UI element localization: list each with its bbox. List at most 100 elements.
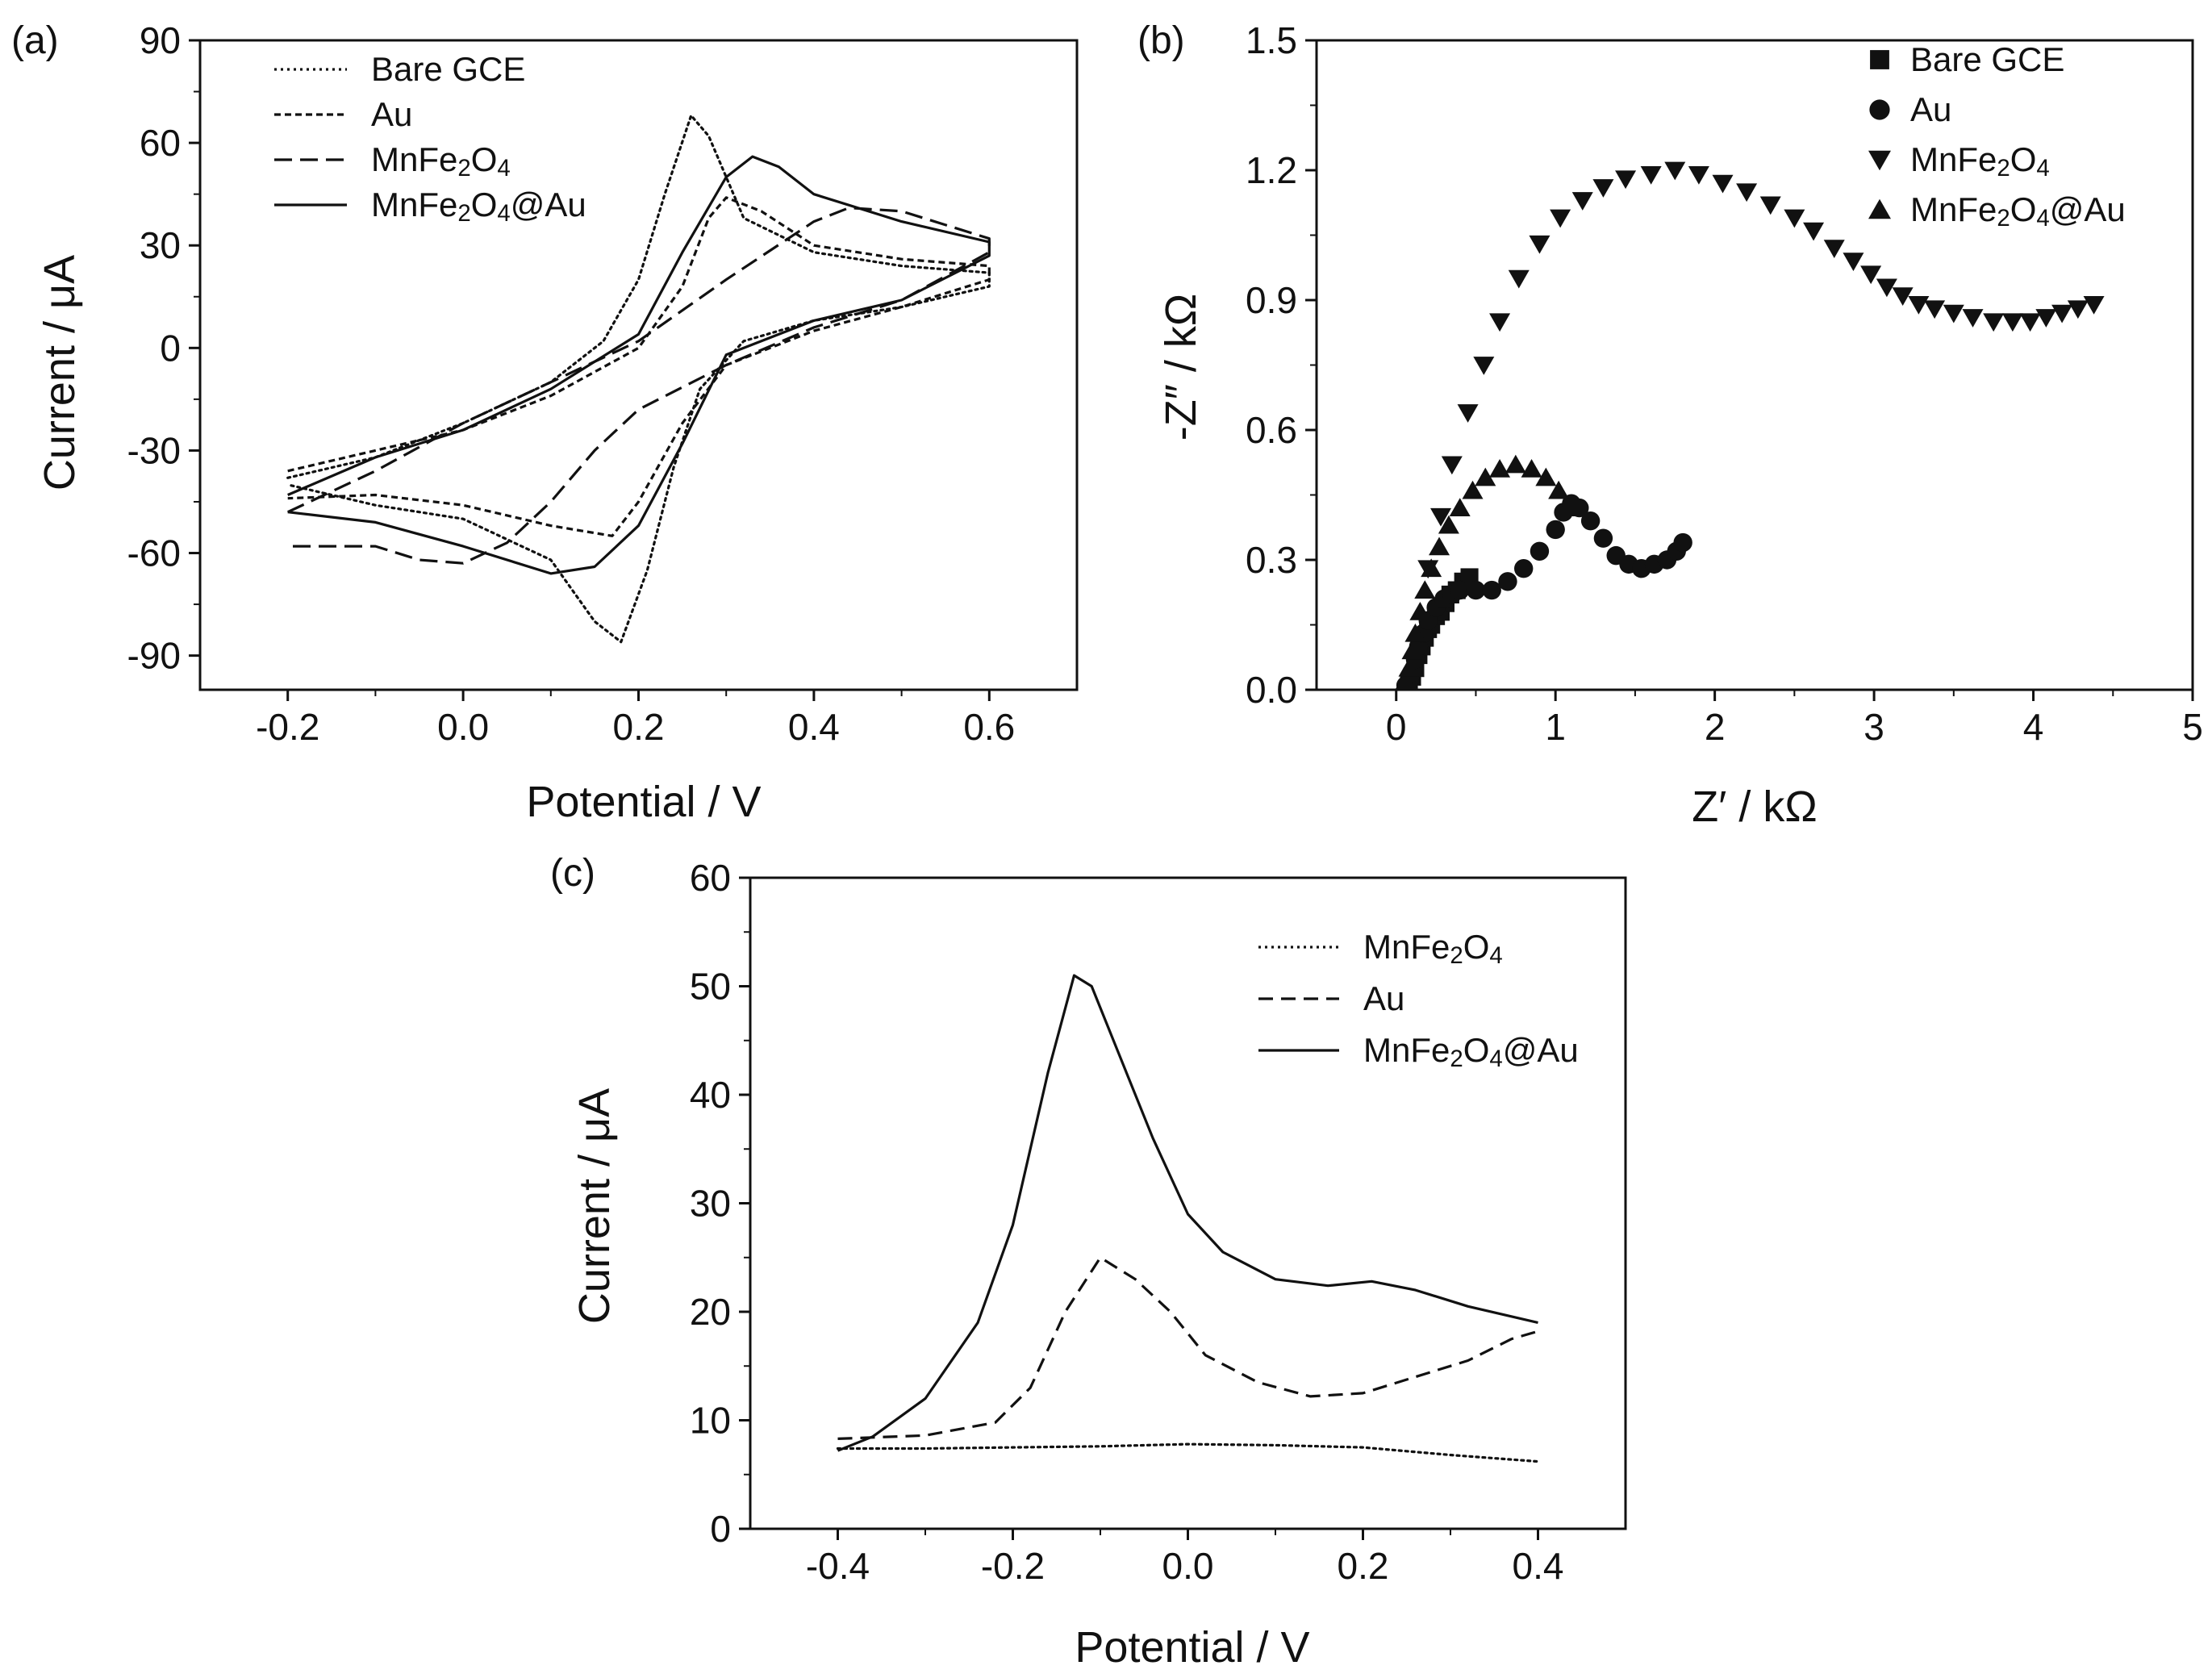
series-mnfe2o4-at-au-point <box>1505 454 1526 474</box>
x-tick-label: 0 <box>1386 706 1407 748</box>
series-mnfe2o4-at-au-point <box>1401 641 1423 660</box>
series-mnfe2o4-point <box>1688 165 1709 185</box>
legend-marker-au <box>1869 99 1890 120</box>
series-mnfe2o4-at-au-point <box>1462 480 1484 499</box>
series-mnfe2o4-at-au-point <box>1421 558 1442 578</box>
series-mnfe2o4-point <box>1943 304 1964 324</box>
series-au-point <box>1530 541 1550 561</box>
y-tick-label: 40 <box>690 1074 731 1116</box>
legend-marker-mnfe2o4-at-au <box>1868 198 1891 219</box>
series-mnfe2o4-point <box>1803 222 1825 241</box>
legend-label-mnfe2o4: MnFe2O4 <box>1910 140 2050 182</box>
series-mnfe2o4-point <box>1924 300 1946 319</box>
x-tick-label: 2 <box>1705 706 1726 748</box>
legend-label-mnfe2o4-at-au: MnFe2O4@Au <box>1363 1031 1579 1072</box>
series-mnfe2o4-point <box>1457 404 1479 423</box>
y-tick-label: 10 <box>690 1400 731 1442</box>
panel-b-nyquist-plot: (b) 0 1 2 3 4 5 0.0 0.3 0.6 0.9 1.2 1.5 Bare GCE Au Mn… <box>1137 19 2203 831</box>
legend-entry-bare-gce: Bare GCE <box>1870 40 2064 78</box>
y-tick-label: 30 <box>690 1183 731 1225</box>
series-mnfe2o4-point <box>1983 313 2005 332</box>
legend-label-mnfe2o4: MnFe2O4 <box>1363 928 1503 969</box>
series-mnfe2o4-at-au-point <box>1489 458 1511 478</box>
series-mnfe2o4-at-au-point <box>1409 602 1431 620</box>
legend-entry-mnfe2o4: MnFe2O4 <box>1868 140 2050 182</box>
legend-label-bare-gce: Bare GCE <box>1910 40 2064 78</box>
series-mnfe2o4-point <box>1550 209 1571 228</box>
x-tick-label: 0.0 <box>437 706 489 748</box>
series-mnfe2o4-point <box>1529 235 1550 254</box>
x-tick-label: -0.2 <box>981 1545 1045 1587</box>
panel-b-x-axis-title: Z′ / kΩ <box>1692 783 1818 831</box>
legend-label-au: Au <box>1910 90 1951 128</box>
x-tick-label: 0.4 <box>1513 1545 1564 1587</box>
legend-label-au: Au <box>371 95 412 133</box>
x-tick-label: -0.2 <box>256 706 319 748</box>
panel-a-x-axis-title: Potential / V <box>526 778 761 826</box>
series-mnfe2o4-point <box>1473 357 1495 375</box>
series-mnfe2o4-point <box>1784 209 1805 228</box>
legend-label-mnfe2o4: MnFe2O4 <box>371 140 511 182</box>
panel-c-dpv-curves: (c) -0.4 -0.2 0.0 0.2 0.4 0 10 20 30 40 50 60 MnFe2O… <box>550 852 1627 1672</box>
panel-b-label: (b) <box>1137 19 1185 62</box>
series-mnfe2o4-point <box>2051 304 2073 324</box>
series-mnfe2o4-point <box>1592 179 1614 198</box>
series-au-point <box>1513 559 1534 578</box>
legend-entry-mnfe2o4-at-au: MnFe2O4@Au <box>1868 190 2126 232</box>
legend-entry-mnfe2o4: MnFe2O4 <box>1258 928 1503 969</box>
series-mnfe2o4-line <box>287 207 991 565</box>
legend-label-bare-gce: Bare GCE <box>371 50 525 88</box>
series-mnfe2o4-at-au-line <box>287 155 991 575</box>
panel-c-series-group <box>836 974 1540 1463</box>
y-tick-label: 1.2 <box>1246 149 1297 191</box>
panel-b-series-group <box>1395 161 2105 690</box>
series-mnfe2o4-point <box>2035 309 2057 328</box>
legend-label-mnfe2o4-at-au: MnFe2O4@Au <box>1910 190 2126 232</box>
x-tick-label: -0.4 <box>806 1545 870 1587</box>
series-mnfe2o4-point <box>2083 295 2105 315</box>
panel-b-plot-area: 0 1 2 3 4 5 0.0 0.3 0.6 0.9 1.2 1.5 Bare GCE Au MnFe2O… <box>1246 19 2203 748</box>
series-mnfe2o4-at-au-point <box>1548 480 1570 499</box>
panel-c-plot-area: -0.4 -0.2 0.0 0.2 0.4 0 10 20 30 40 50 60 MnFe2O4 Au M… <box>690 857 1627 1587</box>
series-mnfe2o4-at-au-point <box>1404 623 1426 642</box>
legend-marker-mnfe2o4 <box>1868 150 1891 171</box>
y-tick-label: 0 <box>160 327 181 369</box>
y-tick-label: 0 <box>710 1508 731 1550</box>
series-mnfe2o4-at-au-point <box>1535 467 1557 486</box>
x-tick-label: 5 <box>2182 706 2203 748</box>
legend-entry-mnfe2o4-at-au: MnFe2O4@Au <box>1258 1031 1579 1072</box>
series-mnfe2o4-point <box>1640 165 1662 185</box>
series-mnfe2o4-at-au-point <box>1449 498 1471 516</box>
y-tick-label: 90 <box>140 19 181 61</box>
y-tick-label: 0.0 <box>1246 669 1297 711</box>
series-mnfe2o4-at-au-point <box>1398 657 1420 677</box>
series-mnfe2o4-point <box>1712 174 1734 194</box>
series-mnfe2o4-point <box>1489 313 1511 332</box>
y-tick-label: 50 <box>690 966 731 1008</box>
y-tick-label: -60 <box>127 532 181 574</box>
series-mnfe2o4-point <box>1571 192 1593 211</box>
y-tick-label: 1.5 <box>1246 19 1297 61</box>
x-tick-label: 0.2 <box>613 706 665 748</box>
y-tick-label: 30 <box>140 224 181 266</box>
series-mnfe2o4-at-au-point <box>1429 536 1450 556</box>
series-mnfe2o4-at-au-point <box>1557 498 1579 516</box>
legend-entry-au: Au <box>1869 90 1951 128</box>
series-mnfe2o4-point <box>1908 295 1930 315</box>
series-mnfe2o4-point <box>1962 309 1984 328</box>
series-mnfe2o4-point <box>1736 183 1758 202</box>
series-au-point <box>1466 580 1486 600</box>
series-mnfe2o4-point <box>2067 300 2089 319</box>
series-mnfe2o4-at-au-point <box>1438 515 1459 534</box>
series-mnfe2o4-point <box>2019 313 2041 332</box>
panel-a-cyclic-voltammetry: (a) -0.2 0.0 0.2 0.4 0.6 -90 -60 -30 0 30 60 90 Bare… <box>11 19 1079 826</box>
panel-a-y-axis-title: Current / μA <box>35 255 84 491</box>
y-tick-label: 0.3 <box>1246 539 1297 581</box>
x-tick-label: 4 <box>2023 706 2044 748</box>
panel-c-label: (c) <box>550 852 595 895</box>
x-tick-label: 0.0 <box>1162 1545 1214 1587</box>
y-tick-label: -90 <box>127 635 181 677</box>
x-tick-label: 0.4 <box>788 706 840 748</box>
panel-c-x-axis-title: Potential / V <box>1075 1623 1309 1672</box>
